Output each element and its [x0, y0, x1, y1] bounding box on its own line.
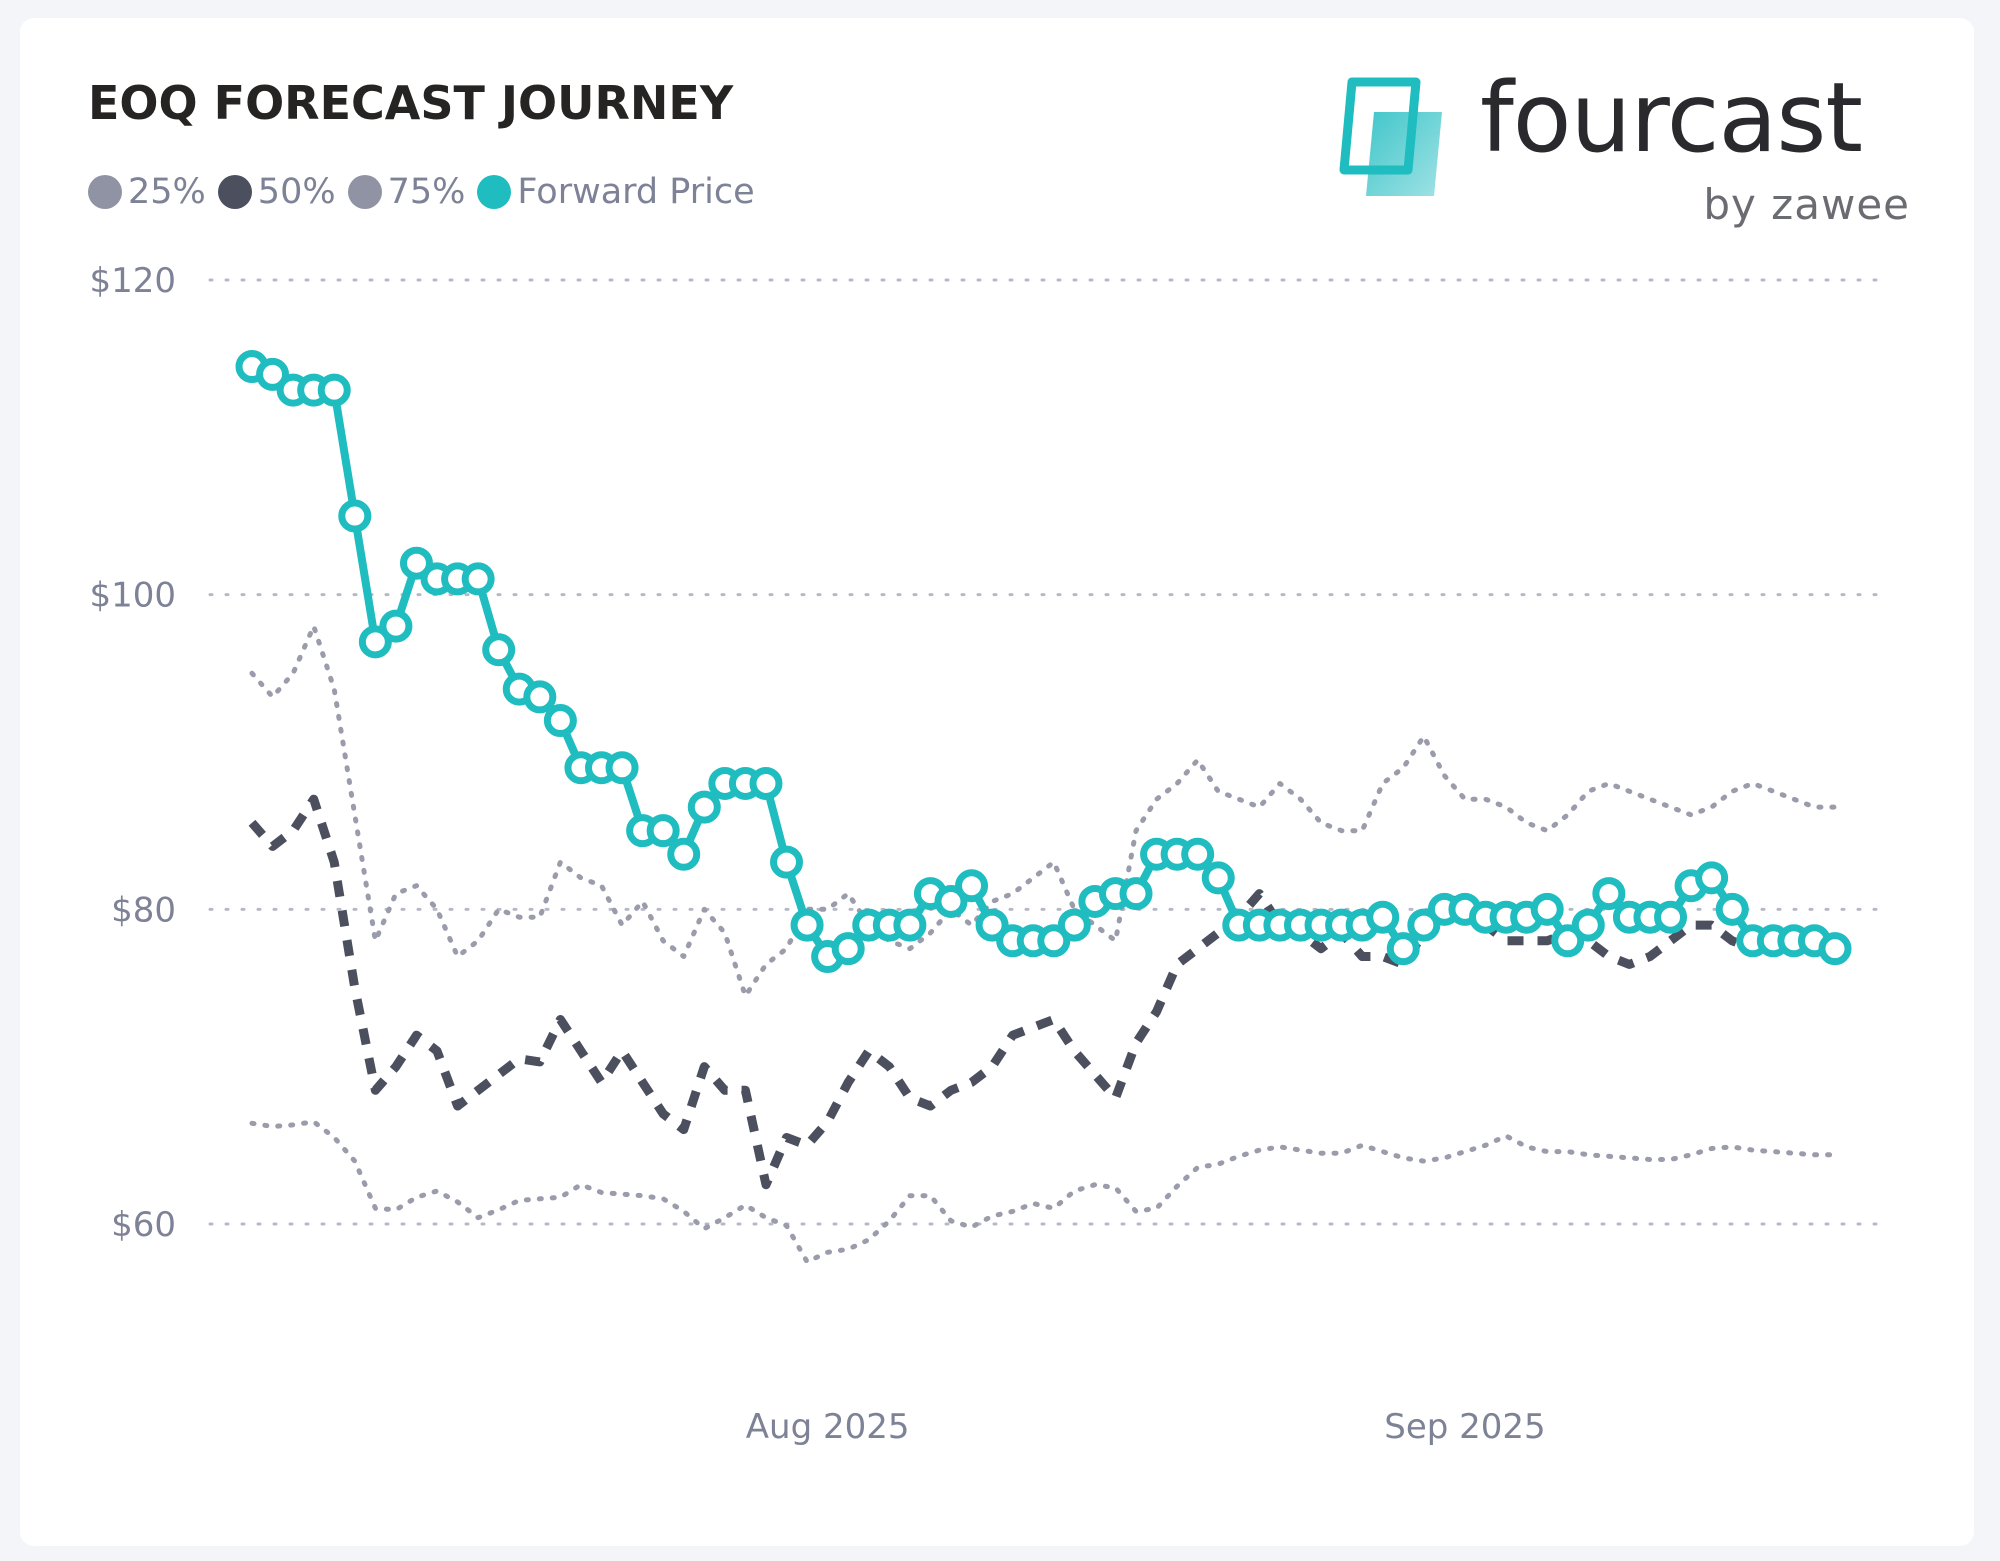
forward-price-point[interactable]	[749, 766, 783, 800]
forward-price-point[interactable]	[687, 790, 721, 824]
forward-price-point[interactable]	[975, 908, 1009, 942]
series-line-25pct	[249, 1119, 1838, 1265]
forward-price-point[interactable]	[1551, 924, 1585, 958]
legend-50-label: 50%	[257, 172, 336, 212]
legend: 25% 50% 75% Forward Price	[88, 172, 767, 212]
chart-card	[20, 18, 1974, 1546]
legend-item-forward-price[interactable]: Forward Price	[477, 172, 755, 212]
y-tick-label: $60	[111, 1205, 176, 1245]
forward-price-point[interactable]	[1715, 892, 1749, 926]
y-tick-label: $100	[89, 576, 176, 616]
x-tick-label: Aug 2025	[746, 1407, 910, 1447]
legend-item-50[interactable]: 50%	[217, 172, 336, 212]
forward-price-point[interactable]	[1654, 900, 1688, 934]
legend-item-25[interactable]: 25%	[88, 172, 206, 212]
legend-forward-price-label: Forward Price	[517, 172, 755, 212]
forward-price-point[interactable]	[1592, 877, 1626, 911]
forward-price-point[interactable]	[1057, 908, 1091, 942]
forward-price-point[interactable]	[1181, 837, 1215, 871]
logo-wordmark: fourcast	[1480, 62, 1863, 174]
forward-price-point[interactable]	[770, 845, 804, 879]
y-tick-label: $120	[89, 261, 176, 301]
legend-25-marker-icon	[88, 175, 122, 209]
forward-price-point[interactable]	[790, 908, 824, 942]
brand-logo: fourcast by zawee	[1330, 62, 1910, 240]
forward-price-point[interactable]	[1530, 892, 1564, 926]
forward-price-point[interactable]	[1201, 861, 1235, 895]
forward-price-point[interactable]	[646, 814, 680, 848]
forward-price-point[interactable]	[461, 562, 495, 596]
forward-price-point[interactable]	[605, 751, 639, 785]
forward-price-point[interactable]	[1037, 924, 1071, 958]
forward-price-point[interactable]	[1407, 908, 1441, 942]
series-line-75pct	[249, 623, 1838, 999]
y-tick-label: $80	[111, 890, 176, 930]
legend-forward-price-marker-icon	[477, 175, 512, 209]
forward-price-point[interactable]	[482, 633, 516, 667]
legend-item-75[interactable]: 75%	[347, 172, 466, 212]
fourcast-logo-icon	[1339, 77, 1442, 196]
forward-price-point[interactable]	[1366, 900, 1400, 934]
forward-price-point[interactable]	[338, 499, 372, 533]
legend-75-marker-icon	[347, 175, 382, 209]
forward-price-point[interactable]	[399, 546, 433, 580]
forward-price-point[interactable]	[893, 908, 927, 942]
forward-price-point[interactable]	[667, 837, 701, 871]
legend-75-label: 75%	[387, 172, 466, 212]
forward-price-point[interactable]	[1818, 932, 1852, 966]
forward-price-point[interactable]	[1695, 861, 1729, 895]
legend-50-marker-icon	[217, 175, 252, 209]
forward-price-point[interactable]	[523, 680, 557, 714]
forward-price-point[interactable]	[256, 357, 290, 391]
logo-subtitle: by zawee	[1703, 180, 1910, 229]
forward-price-point[interactable]	[543, 704, 577, 738]
x-tick-label: Sep 2025	[1384, 1407, 1545, 1447]
chart-title: EOQ FORECAST JOURNEY	[88, 76, 734, 130]
forward-price-point[interactable]	[317, 373, 351, 407]
forward-price-point[interactable]	[1571, 908, 1605, 942]
forward-price-point[interactable]	[358, 625, 392, 659]
forward-price-point[interactable]	[831, 932, 865, 966]
series-line-50pct	[248, 794, 1835, 1190]
forward-price-point[interactable]	[934, 884, 968, 918]
legend-25-label: 25%	[128, 172, 206, 212]
forward-price-point[interactable]	[1386, 932, 1420, 966]
forward-price-point[interactable]	[1119, 877, 1153, 911]
forward-price-point[interactable]	[955, 869, 989, 903]
forward-price-point[interactable]	[379, 609, 413, 643]
